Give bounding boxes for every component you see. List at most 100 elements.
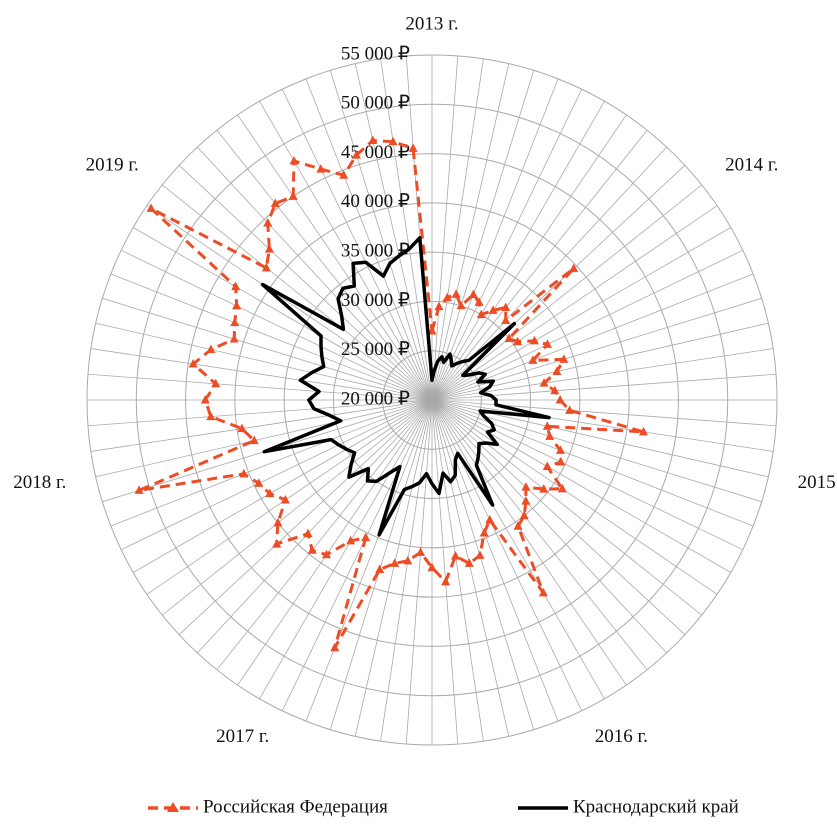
point-marker [316,164,326,173]
spoke [431,399,510,737]
spoke [431,399,774,452]
spoke [178,165,433,401]
spoke [431,249,744,401]
spoke [431,205,718,401]
point-marker [307,545,317,554]
point-marker [263,217,273,227]
legend-label: Краснодарский край [573,796,739,817]
point-marker [388,136,398,146]
point-marker [555,395,565,404]
point-marker [474,297,484,306]
point-marker [206,411,216,421]
spoke [146,205,433,401]
category-label: 2017 г. [216,726,269,747]
y-tick-label: 20 000 ₽ [341,388,410,409]
point-marker [538,587,548,597]
spoke [431,227,731,401]
point-marker [519,510,529,520]
point-marker [330,642,340,652]
spoke [259,101,433,401]
spoke [431,399,718,595]
spoke [354,399,433,737]
point-marker [451,289,461,298]
y-tick-label: 50 000 ₽ [341,93,410,114]
point-marker [442,292,452,302]
point-marker [539,484,549,493]
point-marker [529,335,539,345]
category-label: 2014 г. [725,155,778,176]
point-marker [542,421,552,430]
point-marker [288,191,298,200]
point-marker [232,300,242,310]
point-marker [188,359,198,368]
point-marker [521,496,531,505]
point-marker [261,262,271,272]
spoke [110,273,433,401]
spoke [431,322,769,401]
spoke [431,399,777,427]
spoke [90,399,433,452]
point-marker [237,423,247,433]
category-label: 2013 г. [405,13,458,34]
spoke [431,114,627,401]
spoke [431,399,731,573]
spoke [431,130,648,401]
legend-marker [167,802,179,812]
spoke [329,399,433,730]
spoke [431,399,627,686]
spoke [431,399,667,654]
spoke [281,399,433,712]
spoke [110,399,433,527]
point-marker [200,395,210,404]
point-marker [206,344,216,354]
point-marker [289,155,299,165]
point-marker [346,535,356,545]
y-tick-label: 55 000 ₽ [341,43,410,64]
category-label: 2016 г. [595,726,648,747]
spoke [380,399,433,742]
spoke [431,399,648,670]
spoke [162,184,433,401]
point-marker [513,336,523,346]
category-label: 2018 г. [13,472,66,493]
spoke [431,399,686,635]
point-marker [501,302,511,312]
point-marker [303,528,313,538]
spoke [305,78,433,401]
spoke [146,399,433,595]
point-marker [270,198,280,207]
spoke [431,399,702,616]
point-marker [501,315,511,325]
spoke [380,58,433,401]
spoke [197,399,433,654]
point-marker [134,485,144,494]
point-marker [230,317,240,327]
spoke [259,399,433,699]
point-marker [403,555,413,565]
y-tick-label: 30 000 ₽ [341,290,410,311]
spoke [431,273,754,401]
point-marker [239,468,249,478]
point-marker [528,355,538,364]
spoke [405,399,433,745]
spoke [281,88,433,401]
series-line [260,236,551,537]
y-tick-label: 40 000 ₽ [341,191,410,212]
point-marker [565,405,575,414]
spoke [354,63,433,401]
point-marker [521,482,531,491]
spoke [431,165,686,401]
point-marker [368,135,378,145]
spoke [305,399,433,722]
point-marker [264,244,274,253]
point-marker [249,435,259,445]
point-marker [231,281,241,291]
point-marker [468,289,478,298]
spoke [90,348,433,401]
spoke [431,63,510,401]
point-marker [569,263,579,273]
point-marker [273,517,283,527]
point-marker [552,366,562,375]
category-label: 2015 г. [798,472,837,493]
